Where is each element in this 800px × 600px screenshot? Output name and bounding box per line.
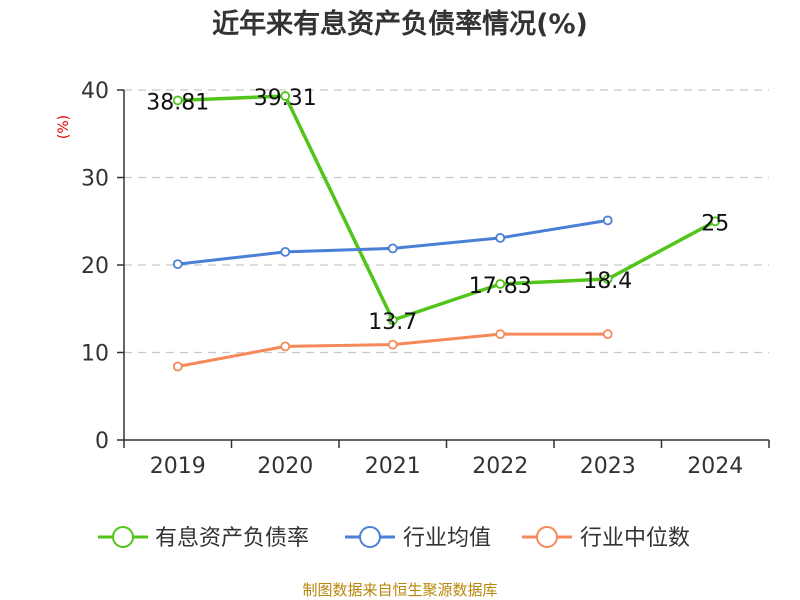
series-0-point-2021 <box>387 315 398 326</box>
series-1-point-2021 <box>387 243 398 254</box>
series-1-point-2020 <box>280 246 291 257</box>
y-tick-label-0: 0 <box>95 429 109 454</box>
x-tick-label-2022: 2022 <box>472 454 528 479</box>
legend-swatch-marker-1 <box>359 526 381 548</box>
series-0-point-2020 <box>280 91 291 101</box>
series-0-point-2022 <box>495 279 506 289</box>
legend-label-2: 行业中位数 <box>580 526 690 551</box>
series-1-point-2022 <box>495 232 506 243</box>
y-tick-label-20: 20 <box>81 254 109 279</box>
series-2-point-2019 <box>172 361 183 372</box>
data-label-2024: 25 <box>701 211 729 236</box>
series-0-point-2024 <box>710 216 721 227</box>
source-note: 制图数据来自恒生聚源数据库 <box>302 581 497 599</box>
data-label-2022: 17.83 <box>469 274 532 299</box>
y-tick-label-40: 40 <box>81 79 109 104</box>
series-2-point-2021 <box>387 339 398 350</box>
series-1-point-2023 <box>602 215 613 226</box>
y-axis-label: (%) <box>56 115 72 139</box>
chart-title: 近年来有息资产负债率情况(%) <box>212 8 588 40</box>
y-tick-label-30: 30 <box>81 167 109 192</box>
data-label-2023: 18.4 <box>583 269 632 294</box>
data-label-2019: 38.81 <box>146 90 209 115</box>
legend-swatch-marker-2 <box>536 526 558 548</box>
series-line-0 <box>177 94 717 322</box>
series-0-point-2023 <box>602 274 613 284</box>
legend-swatch-marker-0 <box>112 526 134 548</box>
x-tick-label-2020: 2020 <box>257 454 313 479</box>
series-2-point-2022 <box>495 329 506 340</box>
axes: 0 10 20 30 40 2019 2020 2021 2022 2023 2024 <box>81 79 770 479</box>
legend-label-1: 行业均值 <box>403 526 491 551</box>
legend-item-1[interactable]: 行业均值 <box>345 526 491 551</box>
series-2-point-2023 <box>602 329 613 340</box>
data-label-2021: 13.7 <box>368 310 417 335</box>
legend-item-0[interactable]: 有息资产负债率 <box>98 526 309 551</box>
data-label-2020: 39.31 <box>254 86 317 111</box>
x-tick-label-2021: 2021 <box>365 454 421 479</box>
x-tick-label-2024: 2024 <box>687 454 743 479</box>
series-0-point-2019 <box>172 95 183 106</box>
series-layer <box>172 91 721 372</box>
series-2-point-2020 <box>280 341 291 352</box>
data-labels: 38.81 39.31 13.7 17.83 18.4 25 <box>146 86 729 335</box>
legend[interactable]: 有息资产负债率 行业均值 行业中位数 <box>98 526 690 551</box>
grid-lines <box>124 89 769 354</box>
y-tick-label-10: 10 <box>81 342 109 367</box>
series-line-2 <box>177 332 608 368</box>
series-line-1 <box>177 218 609 266</box>
x-tick-label-2019: 2019 <box>150 454 206 479</box>
series-1-point-2019 <box>172 259 183 270</box>
legend-item-2[interactable]: 行业中位数 <box>522 526 690 551</box>
legend-label-0: 有息资产负债率 <box>155 526 309 551</box>
x-tick-label-2023: 2023 <box>580 454 636 479</box>
